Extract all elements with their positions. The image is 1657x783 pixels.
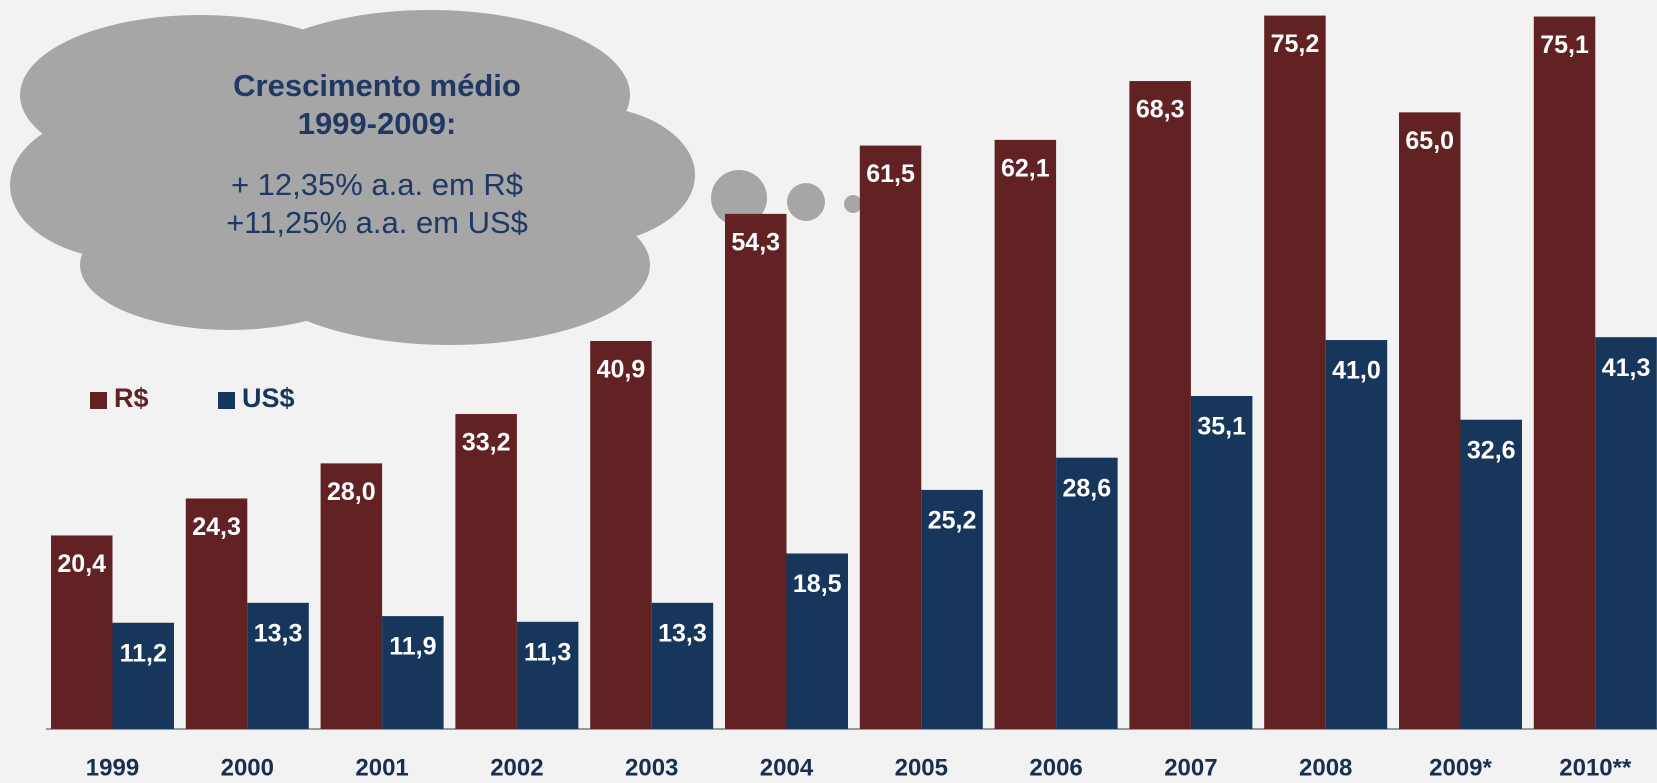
value-label: 75,1: [1540, 31, 1589, 59]
bar: [1056, 457, 1118, 729]
x-tick-label: 2006: [1029, 754, 1082, 781]
legend-label: US$: [242, 383, 295, 413]
value-label: 65,0: [1405, 127, 1454, 155]
value-label: 11,9: [389, 633, 436, 661]
x-tick-label: 2007: [1164, 754, 1217, 781]
value-label: 54,3: [731, 228, 780, 256]
bar: [1325, 340, 1388, 729]
value-label: 68,3: [1136, 96, 1185, 124]
legend-label: R$: [114, 383, 149, 413]
value-label: 11,2: [120, 639, 167, 667]
value-label: 35,1: [1197, 413, 1246, 441]
value-label: 28,0: [327, 478, 376, 506]
bar: [247, 602, 309, 729]
annotation: 1999-2009:: [298, 106, 457, 141]
value-label: 33,2: [462, 429, 511, 457]
bar: [786, 553, 848, 729]
bar: [455, 414, 517, 729]
value-label: 20,4: [57, 550, 106, 578]
x-tick-label: 2001: [355, 754, 408, 781]
x-tick-label: 2009*: [1429, 754, 1492, 781]
value-label: 13,3: [658, 619, 707, 647]
bar: [516, 621, 579, 729]
bar: [590, 340, 652, 729]
bar: [994, 139, 1057, 729]
annotation: + 12,35% a.a. em R$: [231, 167, 523, 202]
value-label: 11,3: [524, 638, 571, 666]
x-tick-label: 1999: [86, 754, 139, 781]
bar: [921, 489, 983, 729]
value-label: 24,3: [192, 513, 241, 541]
value-label: 32,6: [1467, 436, 1516, 464]
x-tick-label: 2002: [490, 754, 543, 781]
x-tick-label: 2005: [895, 754, 948, 781]
bar: [1129, 81, 1191, 729]
bar: [320, 463, 383, 729]
x-tick-label: 2004: [760, 754, 814, 781]
bar: [651, 602, 714, 729]
annotation: Crescimento médio: [233, 68, 521, 103]
bar: [859, 145, 922, 729]
x-tick-label: 2008: [1299, 754, 1352, 781]
x-tick-label: 2003: [625, 754, 678, 781]
value-label: 41,3: [1602, 354, 1651, 382]
bar: [1190, 396, 1253, 729]
value-label: 18,5: [793, 570, 842, 598]
bar: [382, 616, 444, 729]
legend-swatch: [218, 392, 235, 409]
value-label: 41,0: [1332, 357, 1381, 385]
value-label: 40,9: [597, 356, 646, 384]
bar: [1264, 15, 1326, 729]
x-tick-label: 2000: [221, 754, 274, 781]
bar: [51, 535, 113, 729]
value-label: 62,1: [1001, 154, 1050, 182]
bar: [725, 213, 787, 729]
thought-cloud: [10, 10, 862, 345]
annotation: +11,25% a.a. em US$: [226, 205, 528, 240]
bar: [1595, 337, 1657, 729]
bar: [185, 498, 248, 729]
legend-swatch: [90, 392, 107, 409]
value-label: 13,3: [254, 619, 303, 647]
bar: [1460, 419, 1522, 729]
x-tick-label: 2010**: [1559, 754, 1632, 781]
value-label: 28,6: [1063, 474, 1112, 502]
bar: [1399, 112, 1461, 729]
value-label: 75,2: [1271, 30, 1320, 58]
bar: [1533, 16, 1596, 730]
value-label: 61,5: [866, 160, 915, 188]
bar: [112, 622, 174, 729]
value-label: 25,2: [928, 507, 977, 535]
